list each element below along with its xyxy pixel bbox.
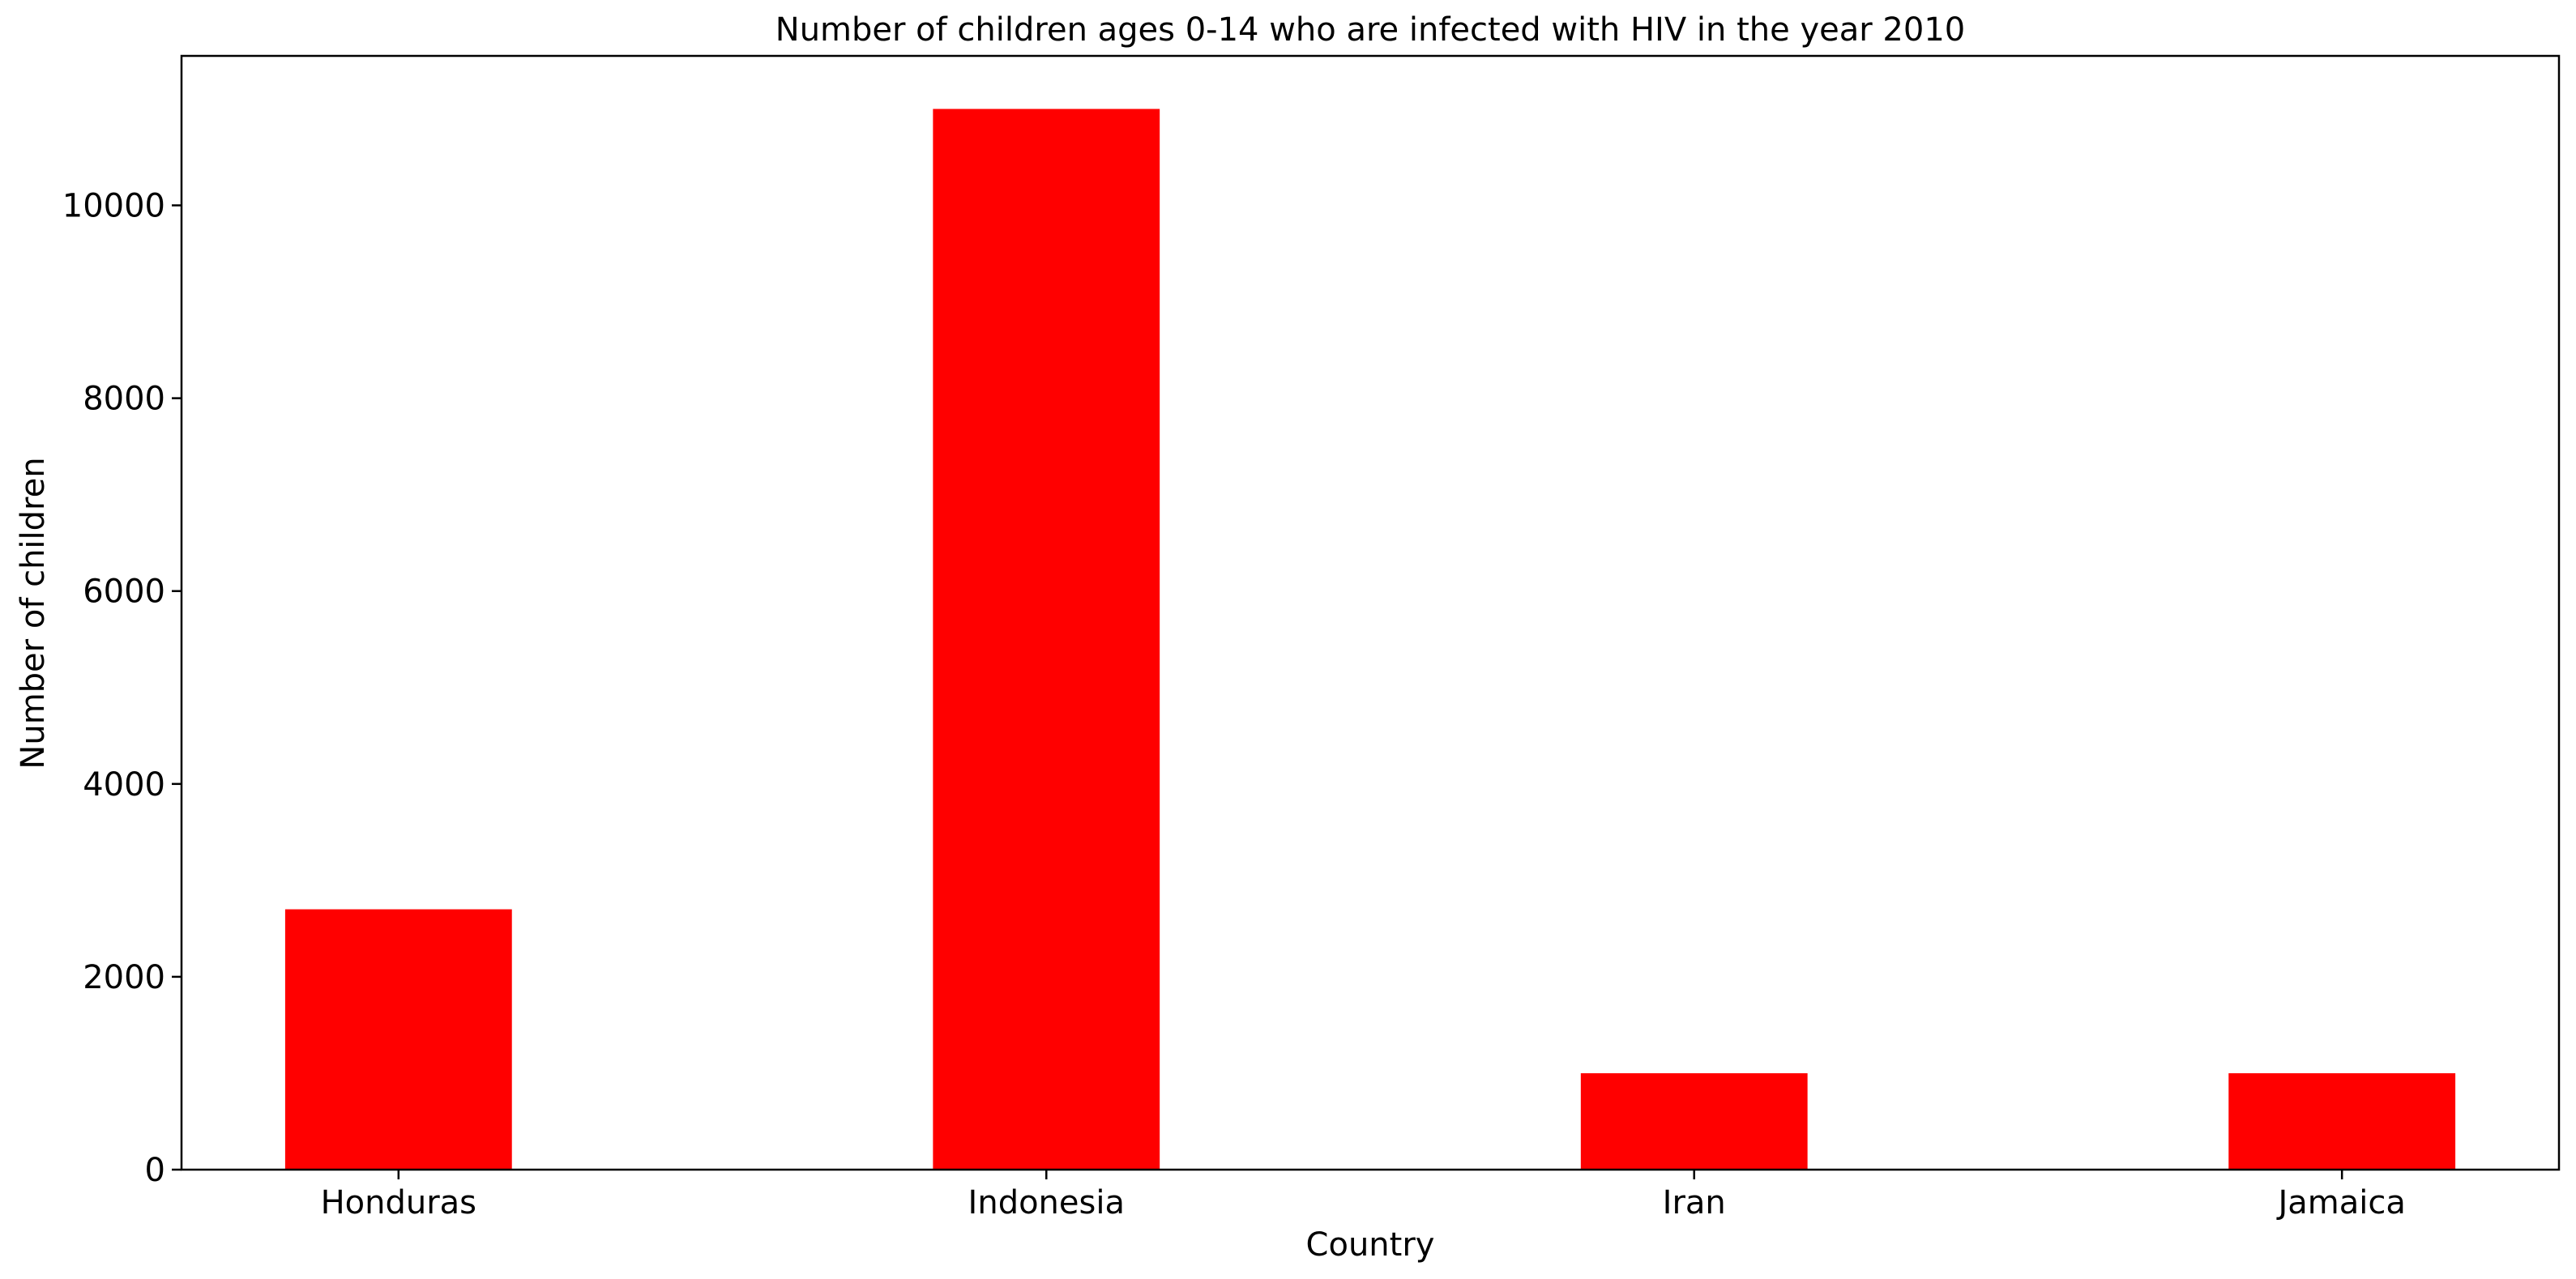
y-tick-label: 2000 xyxy=(83,959,165,996)
bar-indonesia xyxy=(933,109,1160,1170)
plot-frame xyxy=(180,54,2561,1171)
y-tick-label: 8000 xyxy=(83,381,165,418)
y-axis-ticks: 0 2000 4000 6000 8000 10000 xyxy=(62,188,182,1189)
y-tick-label: 6000 xyxy=(83,573,165,611)
x-tick-label-honduras: Honduras xyxy=(321,1184,476,1221)
bars-group xyxy=(284,109,2456,1170)
y-tick-label: 4000 xyxy=(83,766,165,804)
x-axis-title: Country xyxy=(1306,1226,1435,1264)
bar-jamaica xyxy=(2228,1072,2456,1170)
y-axis-title: Number of children xyxy=(15,457,52,769)
y-tick-label: 10000 xyxy=(62,188,165,225)
bar-iran xyxy=(1580,1072,1808,1170)
bar-honduras xyxy=(284,909,512,1170)
x-tick-label-jamaica: Jamaica xyxy=(2275,1184,2405,1221)
x-tick-label-iran: Iran xyxy=(1663,1184,1726,1221)
y-tick-label: 0 xyxy=(145,1152,165,1189)
chart-title: Number of children ages 0-14 who are inf… xyxy=(775,11,1965,49)
x-tick-label-indonesia: Indonesia xyxy=(968,1184,1125,1221)
x-axis-ticks: Honduras Indonesia Iran Jamaica xyxy=(321,1170,2406,1221)
